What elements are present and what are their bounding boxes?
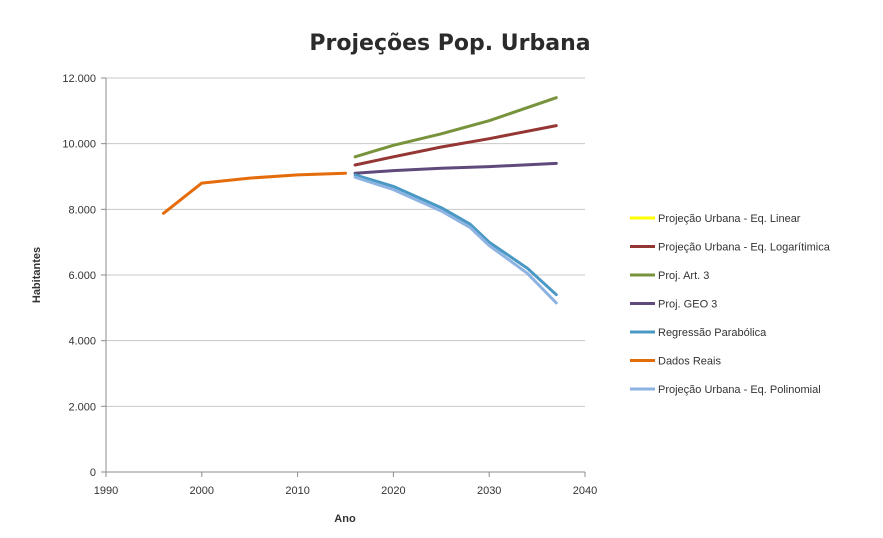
- y-tick-label: 2.000: [68, 401, 96, 413]
- legend-item: Projeção Urbana - Eq. Polinomial: [630, 384, 821, 396]
- legend-label: Projeção Urbana - Eq. Linear: [658, 213, 801, 225]
- series-line: [353, 175, 558, 305]
- y-tick-label: 8.000: [68, 204, 96, 216]
- legend-item: Projeção Urbana - Eq. Logarítimica: [630, 242, 831, 254]
- legend-item: Regressão Parabólica: [630, 327, 767, 339]
- gridlines: [106, 77, 585, 407]
- x-tick-label: 2000: [190, 485, 214, 497]
- y-tick-label: 12.000: [62, 73, 96, 85]
- x-tick-label: 2010: [285, 485, 309, 497]
- series-line: [353, 96, 558, 159]
- x-tick-label: 2020: [381, 485, 405, 497]
- y-tick-label: 0: [90, 467, 96, 479]
- x-tick-label: 2040: [573, 485, 597, 497]
- legend-item: Projeção Urbana - Eq. Linear: [630, 213, 801, 225]
- legend-label: Projeção Urbana - Eq. Logarítimica: [658, 242, 831, 254]
- legend-label: Proj. GEO 3: [658, 299, 717, 311]
- legend-label: Proj. Art. 3: [658, 270, 709, 282]
- legend-label: Regressão Parabólica: [658, 327, 767, 339]
- chart-title: Projeções Pop. Urbana: [309, 31, 590, 56]
- legend-label: Dados Reais: [658, 356, 721, 368]
- legend-item: Dados Reais: [630, 356, 721, 368]
- legend-label: Projeção Urbana - Eq. Polinomial: [658, 384, 821, 396]
- y-tick-label: 6.000: [68, 270, 96, 282]
- y-tick-label: 10.000: [62, 139, 96, 151]
- x-tick-label: 1990: [94, 485, 118, 497]
- legend: Projeção Urbana - Eq. Linear Projeção Urb…: [630, 213, 831, 396]
- y-tick-label: 4.000: [68, 336, 96, 348]
- series-line: [162, 171, 347, 215]
- series-line: [353, 124, 558, 167]
- series-line: [353, 161, 558, 175]
- legend-item: Proj. Art. 3: [630, 270, 709, 282]
- axes: [101, 77, 586, 477]
- legend-item: Proj. GEO 3: [630, 299, 717, 311]
- x-tick-label: 2030: [477, 485, 501, 497]
- series-lines: [162, 96, 558, 305]
- x-axis-label: Ano: [334, 513, 356, 525]
- tick-labels: 0 2.000 4.000 6.000 8.000 10.000 12.000 1990 200…: [62, 73, 597, 497]
- y-axis-label: Habitantes: [31, 247, 43, 303]
- series-line: [353, 173, 558, 297]
